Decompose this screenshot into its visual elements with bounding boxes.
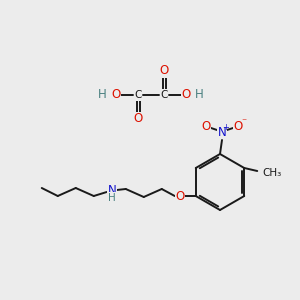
Text: H: H	[98, 88, 107, 101]
Text: O: O	[201, 119, 211, 133]
Text: H: H	[108, 193, 116, 203]
Text: O: O	[159, 64, 169, 77]
Text: ⁻: ⁻	[242, 117, 247, 127]
Text: N: N	[218, 125, 226, 139]
Text: C: C	[160, 90, 168, 100]
Text: O: O	[111, 88, 121, 101]
Text: O: O	[134, 112, 142, 125]
Text: O: O	[182, 88, 190, 101]
Text: N: N	[107, 184, 116, 196]
Text: CH₃: CH₃	[262, 168, 281, 178]
Text: O: O	[175, 190, 184, 202]
Text: H: H	[195, 88, 204, 101]
Text: O: O	[233, 119, 243, 133]
Text: +: +	[223, 124, 230, 133]
Text: C: C	[134, 90, 142, 100]
